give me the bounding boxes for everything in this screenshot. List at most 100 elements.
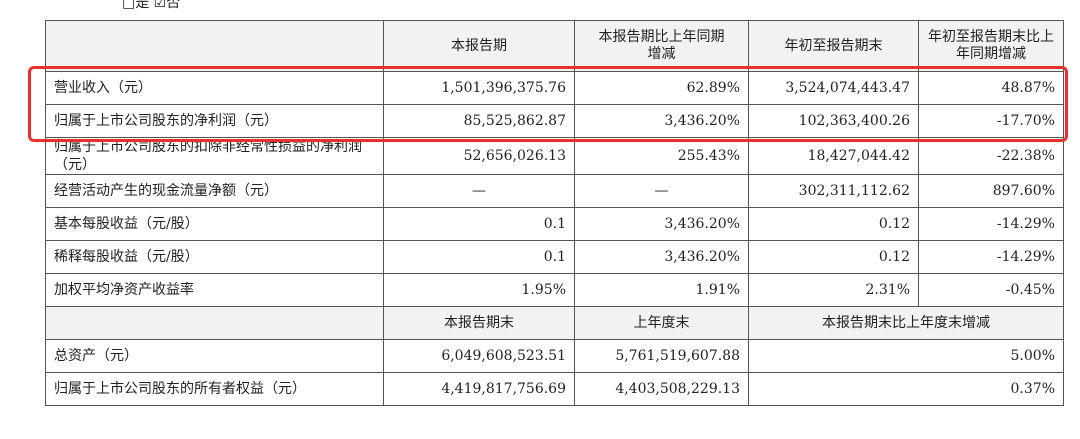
cell: 1.91% [574, 273, 749, 307]
cell: 年初至报告期末比上年同期增减 [918, 20, 1064, 72]
cell-text: 0.12 [878, 215, 910, 232]
cell-text: 归属于上市公司股东的所有者权益（元） [54, 380, 306, 397]
cell: 3,436.20% [574, 207, 749, 241]
row: 经营活动产生的现金流量净额（元） — — 302,311,112.62 897.60% [45, 174, 1064, 208]
row: 基本每股收益（元/股） 0.1 3,436.20% 0.12 -14.29% [45, 207, 1064, 241]
cell-text: 0.1 [543, 248, 566, 265]
cell: 经营活动产生的现金流量净额（元） [45, 174, 384, 208]
cell: 52,656,026.13 [383, 137, 575, 175]
cell: 上年度末 [574, 306, 749, 340]
cell [45, 20, 384, 72]
cell: 6,049,608,523.51 [383, 339, 575, 373]
cell-text: 上年度末 [633, 314, 690, 331]
cell-text: 营业收入（元） [54, 79, 152, 96]
cell-text: 1.91% [695, 281, 740, 298]
cell: 255.43% [574, 137, 749, 175]
cell: 48.87% [918, 71, 1064, 105]
cell-text: — [654, 182, 669, 199]
cell-text: 年初至报告期末比上年同期增减 [928, 29, 1054, 62]
cell-text: -22.38% [996, 147, 1055, 164]
cell: -0.45% [918, 273, 1064, 307]
cell: -14.29% [918, 240, 1064, 274]
cell: 0.12 [748, 207, 919, 241]
cell-text: 85,525,862.87 [463, 112, 566, 129]
row: 稀释每股收益（元/股） 0.1 3,436.20% 0.12 -14.29% [45, 240, 1064, 274]
row: 营业收入（元） 1,501,396,375.76 62.89% 3,524,074,4… [45, 71, 1064, 105]
cell-text: 年初至报告期末 [784, 37, 883, 54]
cell-text: 48.87% [1001, 79, 1055, 96]
row: 加权平均净资产收益率 1.95% 1.91% 2.31% -0.45% [45, 273, 1064, 307]
cell-text: 4,419,817,756.69 [441, 380, 566, 397]
cell-text: 255.43% [677, 147, 740, 164]
cell-text: -14.29% [996, 215, 1055, 232]
cell-text: 2.31% [865, 281, 910, 298]
cell: — [383, 174, 575, 208]
cell-text: 302,311,112.62 [798, 182, 910, 199]
cell: 1.95% [383, 273, 575, 307]
header-row: 本报告期 本报告期比上年同期增减 年初至报告期末 年初至报告期末比上年同期增减 [45, 20, 1064, 72]
cell-text: 3,436.20% [664, 215, 740, 232]
cell: 4,403,508,229.13 [574, 372, 749, 406]
cell-text: 本报告期比上年同期增减 [598, 29, 725, 62]
cell: 897.60% [918, 174, 1064, 208]
cell-text: 0.1 [543, 215, 566, 232]
cell-text: 总资产（元） [54, 347, 138, 364]
cell-text: 3,436.20% [664, 112, 740, 129]
cell: 0.1 [383, 207, 575, 241]
cell: 基本每股收益（元/股） [45, 207, 384, 241]
cell-text: 1,501,396,375.76 [441, 79, 566, 96]
cell-text: 3,524,074,443.47 [785, 79, 910, 96]
cell: 归属于上市公司股东的扣除非经常性损益的净利润（元） [45, 137, 384, 175]
cell-text: 经营活动产生的现金流量净额（元） [54, 182, 278, 199]
cell-text: 897.60% [992, 182, 1055, 199]
cell-text: 0.12 [878, 248, 910, 265]
cell-text: 归属于上市公司股东的净利润（元） [54, 112, 278, 129]
cell-text: -14.29% [996, 248, 1055, 265]
cell: 0.37% [748, 372, 1064, 406]
cell: 本报告期比上年同期增减 [574, 20, 749, 72]
cell: 102,363,400.26 [748, 104, 919, 138]
cell: 本报告期 [383, 20, 575, 72]
row: 总资产（元） 6,049,608,523.51 5,761,519,607.88 5.… [45, 339, 1064, 373]
cell: 归属于上市公司股东的净利润（元） [45, 104, 384, 138]
header-row: 本报告期末 上年度末 本报告期末比上年度末增减 [45, 306, 1064, 340]
cell-text: 4,403,508,229.13 [615, 380, 740, 397]
cell: 3,436.20% [574, 104, 749, 138]
cell [45, 306, 384, 340]
cell: 4,419,817,756.69 [383, 372, 575, 406]
cell: 3,524,074,443.47 [748, 71, 919, 105]
cell: 加权平均净资产收益率 [45, 273, 384, 307]
cell-text: 本报告期末比上年度末增减 [822, 314, 990, 331]
top-note: □是 ☑否 [122, 0, 181, 11]
cell: -14.29% [918, 207, 1064, 241]
cell: — [574, 174, 749, 208]
cell-text: 102,363,400.26 [798, 112, 910, 129]
cell-text: 6,049,608,523.51 [441, 347, 566, 364]
cell-text: 3,436.20% [664, 248, 740, 265]
cell: 302,311,112.62 [748, 174, 919, 208]
cell-text: 5,761,519,607.88 [615, 347, 740, 364]
cell: 归属于上市公司股东的所有者权益（元） [45, 372, 384, 406]
cell-text: 52,656,026.13 [463, 147, 566, 164]
cell-text: — [472, 182, 486, 199]
cell: 本报告期末 [383, 306, 575, 340]
row: 归属于上市公司股东的扣除非经常性损益的净利润（元） 52,656,026.13 25… [45, 137, 1064, 175]
cell-text: 稀释每股收益（元/股） [54, 248, 199, 265]
cell: 本报告期末比上年度末增减 [748, 306, 1064, 340]
cell-text: 本报告期 [451, 37, 507, 54]
cell: 稀释每股收益（元/股） [45, 240, 384, 274]
cell: 0.1 [383, 240, 575, 274]
cell-text: 加权平均净资产收益率 [54, 281, 194, 298]
cell-text: -0.45% [1005, 281, 1055, 298]
cell-text: 62.89% [686, 79, 740, 96]
row: 归属于上市公司股东的所有者权益（元） 4,419,817,756.69 4,403,… [45, 372, 1064, 406]
cell-text: 1.95% [521, 281, 566, 298]
cell: -17.70% [918, 104, 1064, 138]
data-table: 本报告期 本报告期比上年同期增减 年初至报告期末 年初至报告期末比上年同期增减营业收入… [45, 20, 1064, 406]
cell-text: 0.37% [1010, 380, 1055, 397]
cell-text: 基本每股收益（元/股） [54, 215, 199, 232]
cell-text: 归属于上市公司股东的扣除非经常性损益的净利润（元） [54, 139, 362, 173]
cell-text: 本报告期末 [444, 314, 514, 331]
cell: 3,436.20% [574, 240, 749, 274]
